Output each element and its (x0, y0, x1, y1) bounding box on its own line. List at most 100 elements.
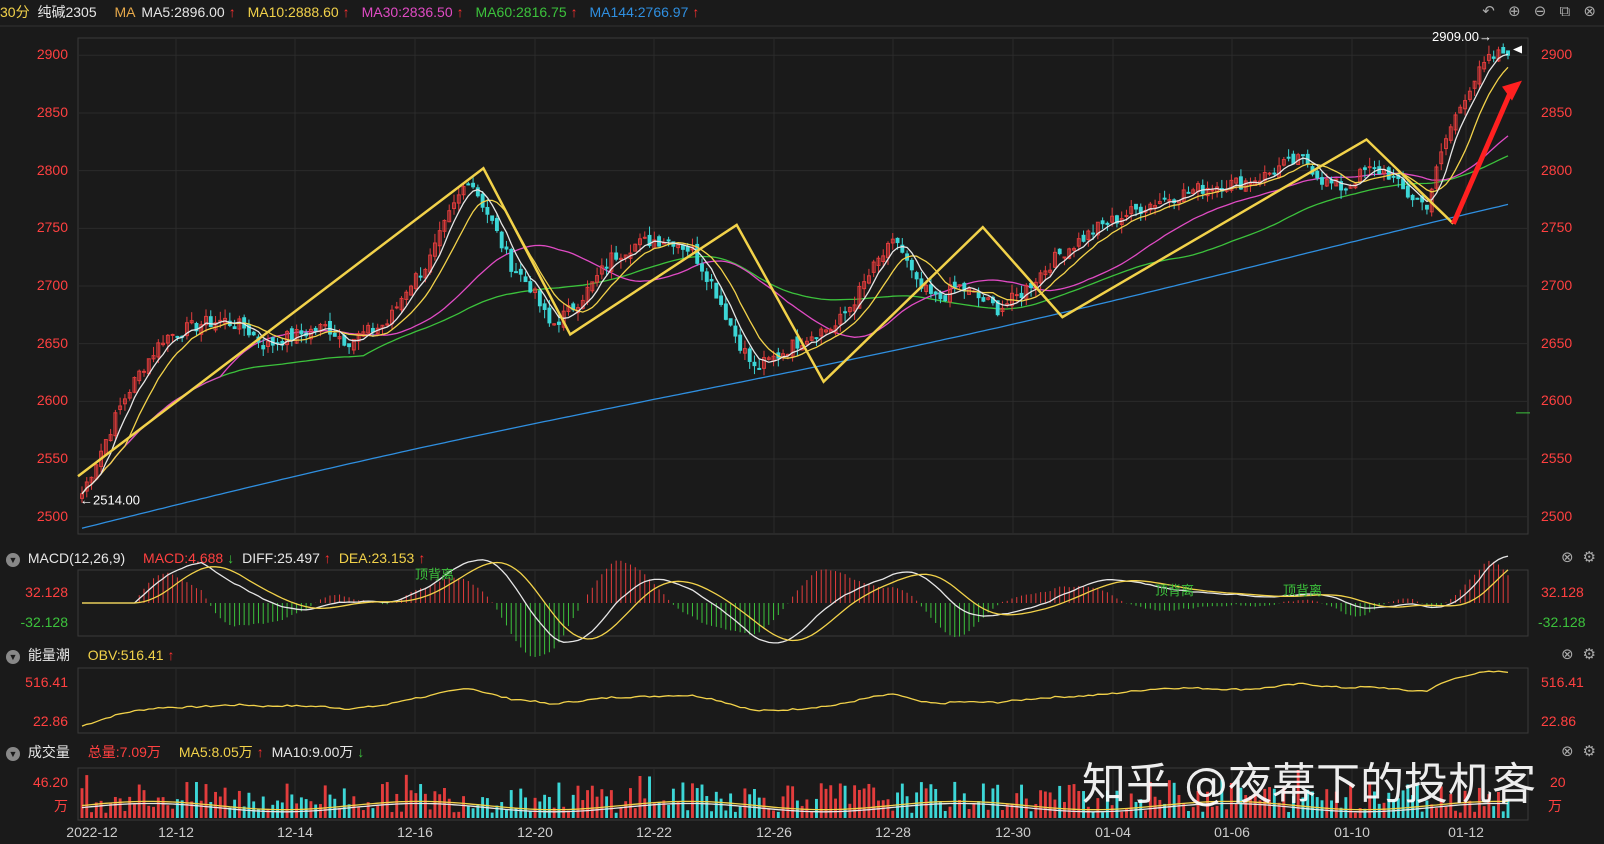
close-icon[interactable]: ⊗ (1560, 549, 1574, 566)
candle-body (1262, 172, 1267, 182)
candle-body (208, 316, 213, 327)
candle-body (1091, 232, 1096, 235)
candle-body (1186, 191, 1191, 194)
volume-bar (371, 808, 375, 818)
zoom-out-icon[interactable]: ⊖ (1533, 3, 1547, 20)
x-tick-label: 12-12 (158, 824, 194, 840)
close-icon[interactable]: ⊗ (1583, 3, 1596, 20)
x-tick-label: 12-26 (756, 824, 792, 840)
volume-bar (1239, 787, 1243, 818)
volume-bar (905, 796, 909, 818)
volume-unit-left: 万 (54, 798, 68, 814)
candle-body (285, 331, 290, 346)
candle-body (1334, 178, 1339, 187)
up-arrow-icon: ↑ (228, 4, 236, 20)
volume-bar (1206, 791, 1209, 818)
candle-body (1434, 166, 1439, 189)
settings-icon[interactable]: ⚙ (1582, 549, 1596, 566)
volume-bar (1425, 800, 1429, 818)
candle-body (723, 303, 728, 320)
candle-body (137, 370, 142, 382)
close-icon[interactable]: ⊗ (1560, 743, 1574, 760)
volume-bar (614, 812, 618, 818)
candle-body (1291, 153, 1296, 165)
volume-bar (466, 806, 470, 818)
candle-body (1052, 251, 1057, 268)
candle-body (618, 257, 623, 261)
candle-body (1506, 50, 1510, 56)
volume-bar (1268, 787, 1271, 818)
volume-bar (571, 794, 575, 818)
candle-body (533, 288, 538, 294)
volume-bar (791, 786, 795, 818)
volume-bar (629, 788, 632, 818)
settings-icon[interactable]: ⚙ (1582, 743, 1596, 760)
y-tick-left: 2650 (36, 334, 68, 351)
zoom-in-icon[interactable]: ⊕ (1508, 3, 1521, 20)
volume-bar (1477, 787, 1481, 818)
candle-body (1439, 151, 1444, 165)
candle-body (1477, 66, 1482, 85)
panel-frame (77, 569, 1529, 637)
candle-body (547, 307, 552, 324)
restore-icon[interactable]: ⧉ (1559, 3, 1571, 20)
volume-bar (328, 794, 332, 818)
volume-bar (261, 796, 265, 818)
candle-body (447, 210, 452, 223)
volume-bar (180, 800, 184, 818)
volume-bar (1277, 802, 1281, 818)
candle-body (1105, 222, 1110, 225)
undo-icon[interactable]: ↶ (1482, 3, 1495, 20)
diff-line (82, 555, 1509, 644)
volume-bar (1043, 791, 1047, 818)
candle-body (838, 313, 843, 325)
period-label[interactable]: 30分 (0, 4, 30, 20)
candle-body (437, 230, 442, 247)
volume-bar (199, 800, 203, 818)
volume-title: 成交量 (27, 744, 70, 760)
obv-panel-icons: ⊗ ⚙ (1552, 643, 1596, 667)
candle-body (914, 272, 919, 280)
candle-body (518, 268, 523, 275)
candle-body (189, 320, 194, 324)
volume-bar (1053, 799, 1057, 818)
dea-value: DEA:23.153 (338, 550, 415, 566)
up-arrow-icon: ↑ (418, 550, 426, 566)
volume-bar (428, 809, 432, 818)
volume-bar (948, 806, 952, 818)
obv-bottom-right: 22.86 (1541, 713, 1577, 729)
candle-body (1205, 187, 1210, 197)
volume-bar (1468, 800, 1472, 818)
volume-bar (853, 785, 857, 818)
volume-bar (1344, 797, 1348, 818)
dea-line (82, 561, 1509, 642)
candle-body (1367, 166, 1372, 169)
y-tick-right: 2650 (1541, 334, 1573, 351)
collapse-icon[interactable]: ▼ (6, 747, 20, 761)
volume-bar (1253, 794, 1257, 818)
settings-icon[interactable]: ⚙ (1582, 646, 1596, 663)
volume-bar (524, 797, 527, 818)
candle-body (1181, 189, 1186, 203)
obv-top-right: 516.41 (1541, 674, 1584, 690)
candle-body (351, 338, 356, 351)
close-icon[interactable]: ⊗ (1560, 646, 1574, 663)
candle-body (680, 245, 685, 250)
volume-bar (1382, 802, 1386, 818)
volume-bar (309, 801, 313, 818)
macd-top-right: 32.128 (1541, 584, 1584, 600)
candle-body (590, 281, 595, 292)
candle-body (409, 285, 414, 296)
candle-body (866, 275, 871, 284)
collapse-icon[interactable]: ▼ (6, 650, 20, 664)
macd-title: MACD(12,26,9) (27, 550, 126, 566)
collapse-icon[interactable]: ▼ (6, 553, 20, 567)
volume-bar (156, 797, 160, 818)
candle-body (1320, 177, 1324, 185)
candle-body (537, 290, 542, 307)
y-tick-left: 2550 (36, 450, 68, 467)
candle-body (938, 292, 943, 300)
candle-body (1501, 47, 1506, 54)
candle-body (1324, 179, 1329, 187)
